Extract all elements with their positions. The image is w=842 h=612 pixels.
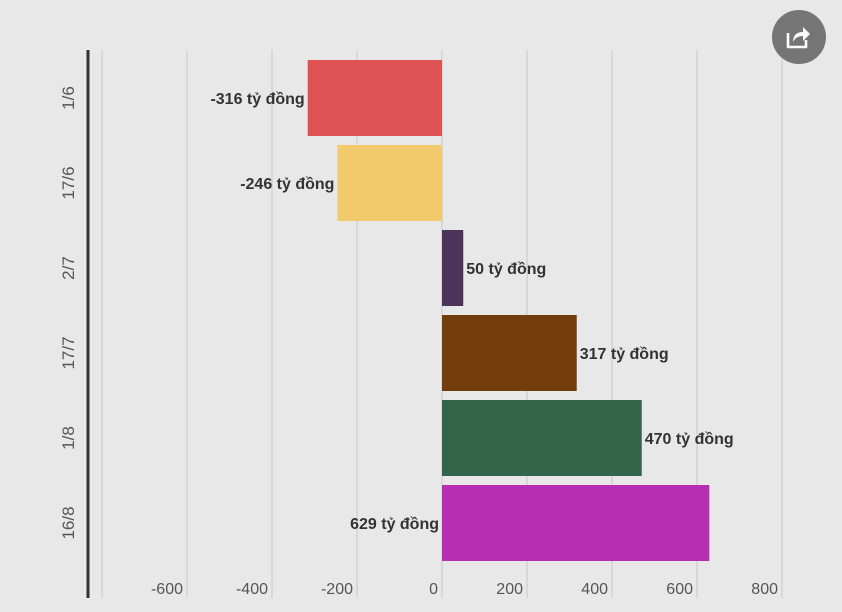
category-label: 17/6 [59,166,78,199]
data-label: 50 tỷ đồng [466,261,546,278]
data-label: 629 tỷ đồng [350,516,439,533]
category-label: 1/8 [59,426,78,450]
category-label: 16/8 [59,506,78,539]
x-tick-label: 600 [666,581,693,598]
x-tick-label: 0 [429,581,438,598]
data-label: -246 tỷ đồng [240,176,334,193]
bar [307,60,442,136]
x-tick-labels: -600 -400 -200 0 200 400 600 800 [151,581,778,598]
bar [442,400,642,476]
bar [442,485,710,561]
data-labels: -316 tỷ đồng -246 tỷ đồng 50 tỷ đồng 317 tỷ… [210,91,733,533]
data-label: 470 tỷ đồng [645,431,734,448]
data-label: -316 tỷ đồng [210,91,304,108]
x-tick-label: -400 [236,581,268,598]
category-label: 2/7 [59,256,78,280]
x-tick-label: 800 [751,581,778,598]
bar [442,230,464,306]
share-icon [786,27,810,49]
share-button[interactable] [772,10,826,64]
x-tick-label: 200 [496,581,523,598]
data-label: 317 tỷ đồng [580,346,669,363]
bar [442,315,577,391]
x-tick-label: -600 [151,581,183,598]
category-label: 1/6 [59,86,78,110]
x-tick-label: -200 [321,581,353,598]
category-label: 17/7 [59,336,78,369]
category-labels: 1/6 17/6 2/7 17/7 1/8 16/8 [59,86,78,539]
bars [307,60,710,561]
x-tick-label: 400 [581,581,608,598]
bar [337,145,442,221]
